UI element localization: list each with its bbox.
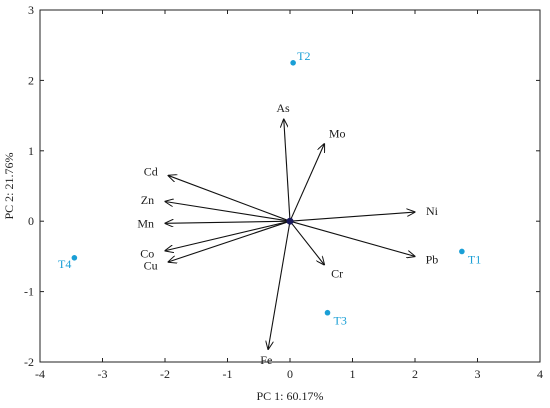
loading-vector-mn	[165, 221, 291, 223]
loading-vector-cr	[289, 220, 324, 265]
y-tick-label: -2	[24, 355, 34, 369]
score-label-t2: T2	[297, 49, 310, 63]
loading-vector-fe	[268, 221, 291, 349]
score-label-t3: T3	[334, 314, 347, 328]
y-tick-label: 1	[28, 144, 34, 158]
x-tick-label: 3	[475, 367, 481, 381]
x-axis-title: PC 1: 60.17%	[256, 389, 323, 403]
loading-vector-co	[165, 220, 291, 251]
y-tick-label: 0	[28, 214, 34, 228]
loading-label-cd: Cd	[144, 165, 158, 179]
loading-label-cu: Cu	[144, 259, 158, 273]
loading-vector-cu	[168, 220, 291, 262]
x-tick-label: -1	[223, 367, 233, 381]
loading-label-ni: Ni	[426, 204, 439, 218]
loading-vector-as	[284, 119, 291, 222]
loading-label-co: Co	[140, 246, 154, 260]
x-tick-label: 2	[412, 367, 418, 381]
score-point-t4	[71, 255, 78, 261]
loading-vector-cd	[168, 175, 291, 222]
loading-label-cr: Cr	[331, 266, 343, 280]
x-tick-label: -2	[160, 367, 170, 381]
loading-label-mn: Mn	[137, 216, 154, 230]
score-label-t1: T1	[468, 252, 481, 266]
loading-vector-zn	[165, 201, 291, 222]
loading-label-pb: Pb	[426, 252, 439, 266]
x-tick-label: 0	[287, 367, 293, 381]
loading-label-as: As	[276, 101, 290, 115]
x-tick-label: 1	[350, 367, 356, 381]
x-tick-label: -3	[98, 367, 108, 381]
origin-marker	[286, 217, 294, 225]
x-tick-label: 4	[537, 367, 543, 381]
score-point-t2	[290, 60, 296, 66]
score-point-t3	[324, 309, 331, 316]
loading-label-fe: Fe	[260, 353, 272, 367]
score-point-t1	[459, 248, 465, 255]
x-tick-label: -4	[35, 367, 45, 381]
y-axis-title: PC 2: 21.76%	[2, 152, 16, 219]
plot-frame	[39, 9, 541, 363]
y-tick-label: 2	[28, 73, 34, 87]
score-label-t4: T4	[58, 257, 71, 271]
loading-vector-mo	[289, 144, 324, 222]
loading-label-mo: Mo	[329, 127, 346, 141]
loading-vector-pb	[289, 220, 415, 256]
loading-vector-ni	[289, 212, 415, 222]
y-tick-label: 3	[28, 3, 34, 17]
loading-label-zn: Zn	[141, 193, 154, 207]
y-tick-label: -1	[24, 285, 34, 299]
